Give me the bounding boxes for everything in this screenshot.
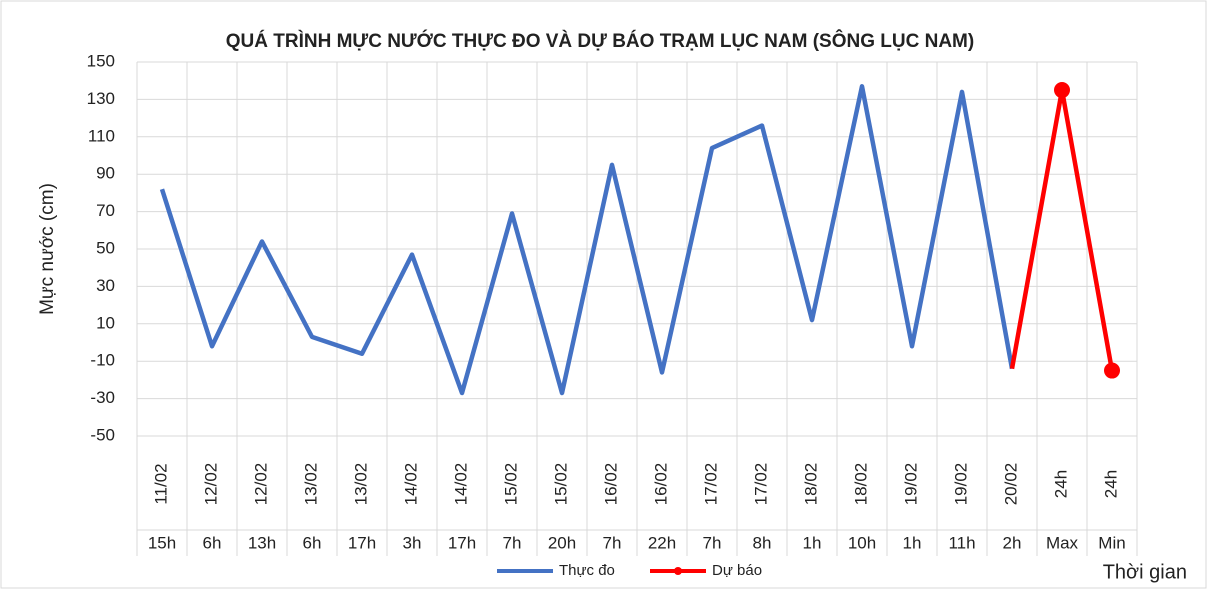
y-tick-label: -30 [90,388,115,407]
x-tick-label: 1h [803,533,822,552]
x-tick-label: Max [1046,533,1079,552]
chart-title: QUÁ TRÌNH MỰC NƯỚC THỰC ĐO VÀ DỰ BÁO TRẠ… [226,30,974,52]
legend-label: Thực đo [559,562,615,579]
y-axis-title: Mực nước (cm) [37,183,58,315]
x-tick-date: 16/02 [601,463,620,506]
x-tick-date: 19/02 [901,463,920,506]
y-tick-label: 110 [88,126,115,145]
legend-marker [674,567,682,575]
x-tick-label: 11h [948,533,975,552]
x-tick-date: 16/02 [651,463,670,506]
data-line [159,84,1015,396]
x-tick-date: 19/02 [951,463,970,506]
y-tick-label: 30 [96,276,115,295]
x-tick-label: Min [1098,533,1125,552]
x-tick-label: 13h [248,533,276,552]
x-tick-label: 7h [703,533,722,552]
x-tick-label: 7h [503,533,522,552]
x-tick-label: 8h [753,533,772,552]
x-tick-date: 13/02 [301,463,320,506]
x-tick-label: 2h [1003,533,1022,552]
y-tick-label: 10 [96,313,115,332]
y-tick-label: 90 [96,164,115,183]
y-tick-label: 130 [87,89,115,108]
y-tick-label: -10 [90,351,115,370]
x-tick-date: 24h [1101,470,1120,498]
x-tick-date: 17/02 [751,463,770,506]
y-tick-label: 70 [96,201,115,220]
x-tick-date: 20/02 [1001,463,1020,506]
y-tick-label: 150 [87,51,115,70]
x-tick-label: 10h [848,533,876,552]
x-tick-date: 12/02 [251,463,270,506]
x-tick-date: 14/02 [451,463,470,506]
data-marker [1104,362,1120,379]
x-tick-date: 18/02 [801,463,820,506]
x-tick-label: 22h [648,533,676,552]
x-tick-label: 1h [903,533,922,552]
x-tick-label: 20h [548,533,576,552]
x-tick-date: 14/02 [401,463,420,506]
x-tick-label: 17h [348,533,376,552]
data-marker [1054,82,1070,99]
x-tick-date: 11/02 [151,463,170,504]
x-tick-date: 17/02 [701,463,720,506]
x-tick-date: 12/02 [201,463,220,506]
x-tick-label: 3h [403,533,422,552]
x-tick-date: 15/02 [501,463,520,506]
x-axis-title: Thời gian [1103,561,1187,583]
x-tick-label: 7h [603,533,622,552]
x-tick-label: 6h [203,533,222,552]
y-tick-label: -50 [90,425,115,444]
x-tick-date: 13/02 [351,463,370,506]
x-tick-label: 6h [303,533,322,552]
y-tick-label: 50 [96,238,115,257]
x-tick-date: 18/02 [851,463,870,506]
x-tick-label: 17h [448,533,476,552]
x-tick-date: 24h [1051,470,1070,498]
x-tick-label: 15h [148,533,176,552]
legend-label: Dự báo [712,562,762,579]
x-tick-date: 15/02 [551,463,570,506]
